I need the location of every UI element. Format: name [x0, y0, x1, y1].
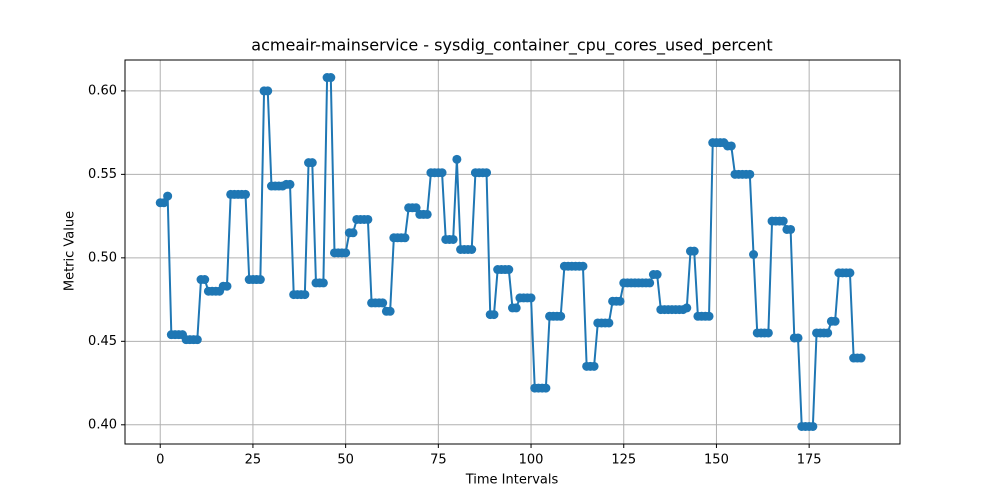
marker [348, 228, 358, 238]
y-tick-label: 0.45 [88, 334, 117, 349]
y-tick-label: 0.50 [88, 250, 117, 265]
marker [263, 86, 273, 96]
marker [823, 328, 833, 338]
marker [363, 214, 373, 224]
marker [467, 244, 477, 254]
y-tick-label: 0.40 [88, 417, 117, 432]
x-tick-label: 0 [156, 453, 164, 468]
marker [504, 265, 514, 275]
marker [526, 293, 536, 303]
marker [437, 168, 447, 178]
marker [511, 303, 521, 313]
marker [400, 233, 410, 243]
marker [578, 261, 588, 271]
x-tick-label: 50 [337, 453, 354, 468]
marker [448, 234, 458, 244]
marker [378, 298, 388, 308]
x-tick-label: 100 [519, 453, 544, 468]
marker [159, 198, 169, 208]
marker [341, 248, 351, 258]
marker [682, 303, 692, 313]
marker [778, 216, 788, 226]
marker [307, 158, 317, 168]
marker [241, 189, 251, 199]
marker [222, 281, 232, 291]
marker [845, 268, 855, 278]
x-tick-label: 75 [430, 453, 447, 468]
marker [422, 209, 432, 219]
marker [489, 310, 499, 320]
marker [645, 278, 655, 288]
marker [452, 154, 462, 164]
marker [318, 278, 328, 288]
marker [763, 328, 773, 338]
marker [285, 179, 295, 189]
x-tick-label: 125 [611, 453, 636, 468]
chart-title: acmeair-mainservice - sysdig_container_c… [251, 36, 772, 56]
marker [604, 318, 614, 328]
marker [411, 203, 421, 213]
marker [326, 73, 336, 83]
y-tick-label: 0.60 [88, 83, 117, 98]
marker [589, 361, 599, 371]
marker [556, 311, 566, 321]
marker [200, 275, 210, 285]
marker [300, 290, 310, 300]
plot-frame [124, 59, 901, 445]
y-tick-label: 0.55 [88, 167, 117, 182]
marker [808, 421, 818, 431]
marker [385, 306, 395, 316]
x-tick-label: 150 [704, 453, 729, 468]
y-axis-label: Metric Value [63, 211, 78, 291]
marker [704, 311, 714, 321]
marker [793, 333, 803, 343]
marker [856, 353, 866, 363]
marker [652, 270, 662, 280]
marker [163, 191, 173, 201]
marker [830, 316, 840, 326]
x-tick-label: 25 [245, 453, 262, 468]
marker [192, 335, 202, 345]
x-tick-label: 175 [797, 453, 822, 468]
marker [689, 246, 699, 256]
marker [726, 141, 736, 151]
marker [749, 250, 759, 260]
marker [255, 275, 265, 285]
marker [541, 383, 551, 393]
marker [786, 224, 796, 234]
marker [482, 168, 492, 178]
marker [615, 296, 625, 306]
marker [745, 169, 755, 179]
x-axis-label: Time Intervals [465, 473, 559, 488]
